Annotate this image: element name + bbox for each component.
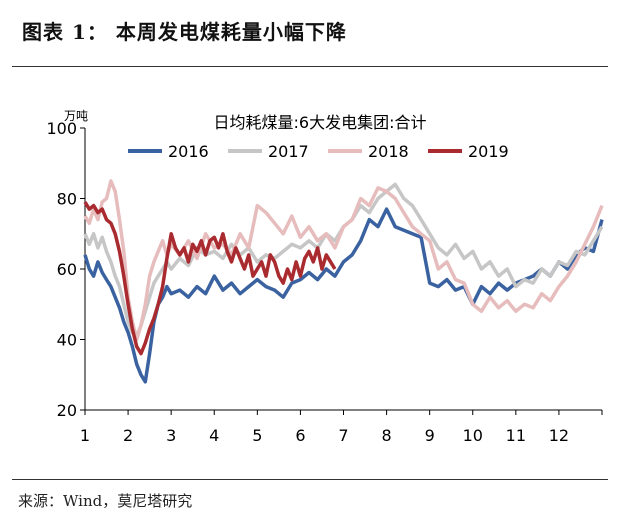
x-tick-label: 9 (425, 426, 435, 445)
chart-title: 日均耗煤量:6大发电集团:合计 (214, 113, 427, 132)
y-tick-label: 40 (57, 331, 77, 350)
x-tick-label: 8 (381, 426, 391, 445)
y-axis-unit-label: 万吨 (64, 109, 88, 123)
series-line-2016 (83, 207, 604, 384)
x-tick-label: 3 (166, 426, 176, 445)
x-tick-label: 4 (209, 426, 219, 445)
x-tick-label: 11 (506, 426, 526, 445)
x-tick-label: 12 (549, 426, 569, 445)
x-tick-label: 6 (295, 426, 305, 445)
y-tick-label: 60 (57, 260, 77, 279)
y-tick-label: 100 (46, 119, 77, 138)
x-tick-label: 2 (123, 426, 133, 445)
legend-label-2016: 2016 (168, 142, 209, 161)
legend: 2016 2017 2018 2019 (128, 142, 509, 161)
top-rule (12, 66, 608, 67)
y-tick-label: 80 (57, 190, 77, 209)
figure-title: 图表 1： 本周发电煤耗量小幅下降 (22, 20, 347, 44)
x-tick-label: 7 (338, 426, 348, 445)
x-tick-label: 10 (463, 426, 483, 445)
series-layer (83, 179, 604, 384)
legend-label-2017: 2017 (268, 142, 309, 161)
x-tick-label: 1 (80, 426, 90, 445)
bottom-rule (12, 479, 608, 480)
legend-label-2019: 2019 (468, 142, 509, 161)
source-note: 来源：Wind，莫尼塔研究 (18, 492, 193, 510)
x-tick-label: 5 (252, 426, 262, 445)
series-line-2019 (83, 201, 337, 356)
legend-label-2018: 2018 (368, 142, 409, 161)
y-tick-label: 20 (57, 401, 77, 420)
